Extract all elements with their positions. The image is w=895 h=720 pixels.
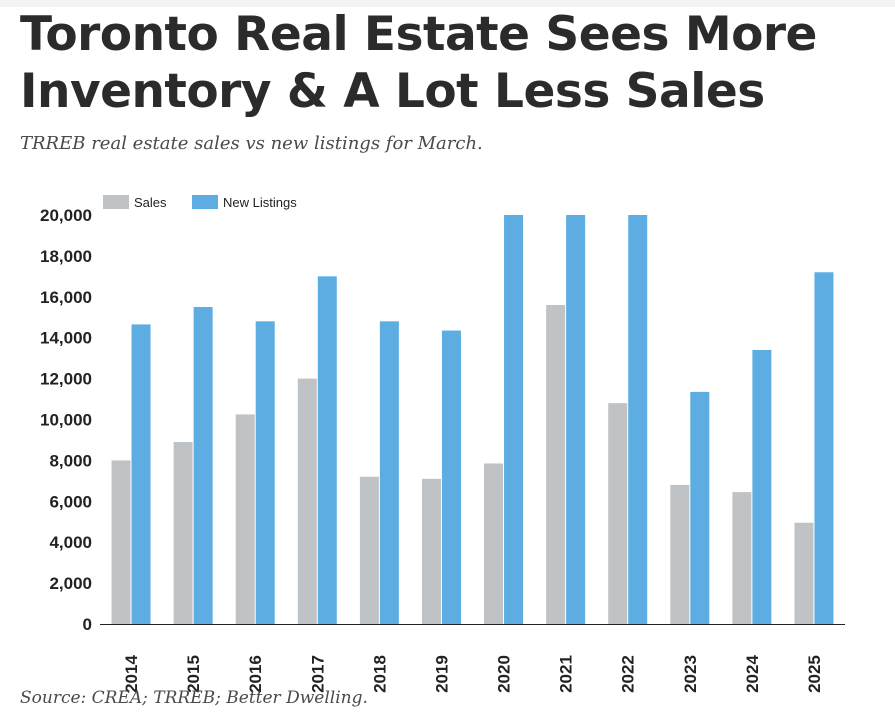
x-tick-label: 2024	[743, 655, 762, 693]
y-tick-label: 10,000	[40, 411, 92, 430]
y-tick-label: 8,000	[49, 451, 92, 470]
sales-bar	[732, 492, 751, 624]
sales-bar	[112, 460, 131, 624]
new-listings-bar	[318, 276, 337, 624]
new-listings-bar	[628, 215, 647, 624]
x-tick-label: 2023	[681, 655, 700, 693]
new-listings-bar	[194, 307, 213, 624]
x-tick-label: 2020	[495, 655, 514, 693]
new-listings-bar	[690, 392, 709, 624]
sales-bar	[174, 442, 193, 624]
x-tick-label: 2025	[805, 655, 824, 693]
y-tick-label: 16,000	[40, 288, 92, 307]
x-tick-label: 2021	[557, 655, 576, 693]
new-listings-bar	[814, 272, 833, 624]
y-tick-label: 12,000	[40, 370, 92, 389]
sales-bar	[360, 477, 379, 624]
y-tick-label: 6,000	[49, 492, 92, 511]
new-listings-bar	[442, 331, 461, 624]
y-tick-label: 2,000	[49, 574, 92, 593]
new-listings-bar	[566, 215, 585, 624]
y-tick-label: 18,000	[40, 247, 92, 266]
sales-bar	[422, 479, 441, 624]
new-listings-bar	[504, 215, 523, 624]
legend-label-new-listings: New Listings	[223, 195, 297, 210]
sales-bar	[236, 414, 255, 624]
sales-bar	[794, 523, 813, 624]
legend-swatch-new-listings	[192, 195, 218, 209]
new-listings-bar	[380, 321, 399, 624]
x-tick-label: 2022	[619, 655, 638, 693]
legend-swatch-sales	[103, 195, 129, 209]
source-note: Source: CREA; TRREB; Better Dwelling.	[20, 688, 368, 708]
new-listings-bar	[132, 324, 151, 624]
legend-label-sales: Sales	[134, 195, 167, 210]
x-tick-label: 2018	[370, 655, 389, 693]
sales-bar	[298, 379, 317, 624]
y-tick-label: 14,000	[40, 329, 92, 348]
y-tick-label: 20,000	[40, 206, 92, 225]
y-tick-label: 4,000	[49, 533, 92, 552]
sales-bar	[546, 305, 565, 624]
sales-bar	[484, 463, 503, 624]
y-tick-label: 0	[83, 615, 92, 634]
new-listings-bar	[256, 321, 275, 624]
x-tick-label: 2019	[432, 655, 451, 693]
sales-bar	[608, 403, 627, 624]
sales-bar	[670, 485, 689, 624]
new-listings-bar	[752, 350, 771, 624]
